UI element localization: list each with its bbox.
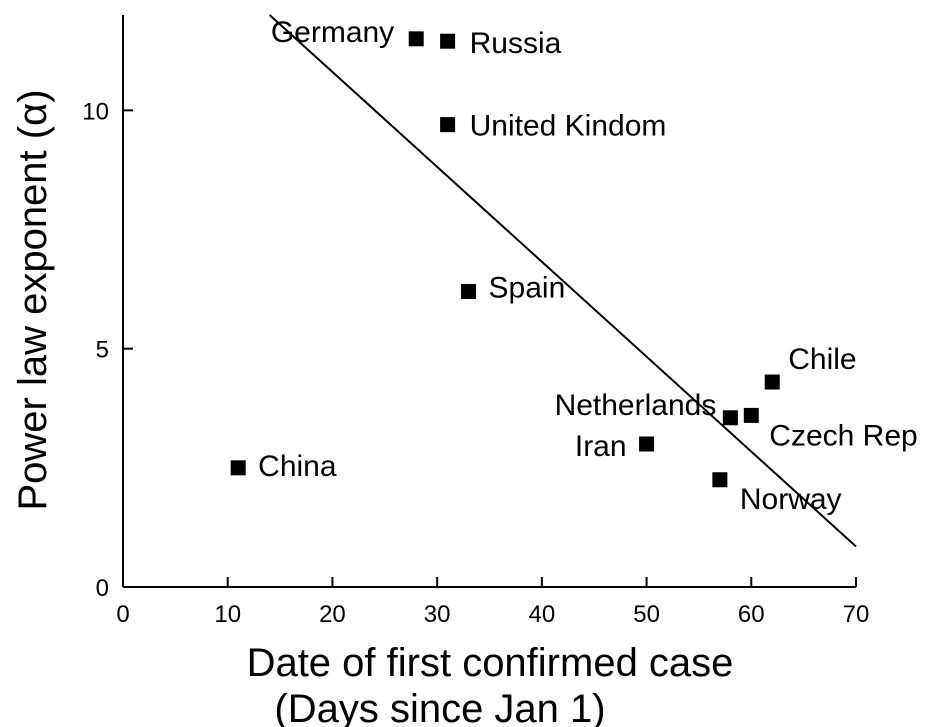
point-label-czech-rep: Czech Rep (769, 419, 917, 452)
data-point-germany (408, 31, 424, 47)
y-axis-title: Power law exponent (α) (11, 89, 55, 510)
x-tick-label: 10 (214, 601, 241, 628)
x-tick-label: 0 (116, 601, 129, 628)
x-tick-label: 20 (319, 601, 346, 628)
point-label-spain: Spain (489, 271, 566, 304)
data-point-norway (712, 472, 728, 488)
data-point-russia (440, 33, 456, 49)
x-tick-label: 70 (843, 601, 870, 628)
y-ticks: 0 5 10 (82, 98, 133, 602)
y-tick-label: 0 (96, 575, 109, 602)
data-point-spain (461, 283, 477, 299)
x-tick-label: 30 (424, 601, 451, 628)
data-point-netherlands (722, 410, 738, 426)
x-tick-label: 40 (529, 601, 556, 628)
data-point-iran (639, 436, 655, 452)
x-tick-label: 60 (738, 601, 765, 628)
y-tick-label: 10 (82, 98, 109, 125)
data-points: Germany Russia United Kindom Spain China Iran… (230, 16, 918, 516)
y-axis: 0 5 10 (82, 15, 133, 602)
x-axis: 0 10 20 30 40 50 60 70 (116, 577, 869, 628)
data-point-czech-rep (743, 407, 759, 423)
fit-line (268, 14, 857, 548)
data-point-china (230, 460, 246, 476)
x-axis-subtitle: (Days since Jan 1) (274, 687, 605, 727)
data-point-chile (764, 374, 780, 390)
point-label-russia: Russia (470, 27, 562, 60)
point-label-iran: Iran (575, 430, 627, 463)
point-label-netherlands: Netherlands (555, 389, 717, 422)
point-label-china: China (258, 450, 337, 483)
x-axis-title: Date of first confirmed case (247, 641, 734, 685)
point-label-united-kindom: United Kindom (470, 110, 667, 143)
point-label-norway: Norway (740, 483, 842, 516)
x-tick-label: 50 (633, 601, 660, 628)
point-label-germany: Germany (271, 16, 394, 49)
y-tick-label: 5 (96, 337, 109, 364)
data-point-united-kindom (440, 117, 456, 133)
point-label-chile: Chile (788, 343, 856, 376)
x-ticks: 0 10 20 30 40 50 60 70 (116, 577, 869, 628)
